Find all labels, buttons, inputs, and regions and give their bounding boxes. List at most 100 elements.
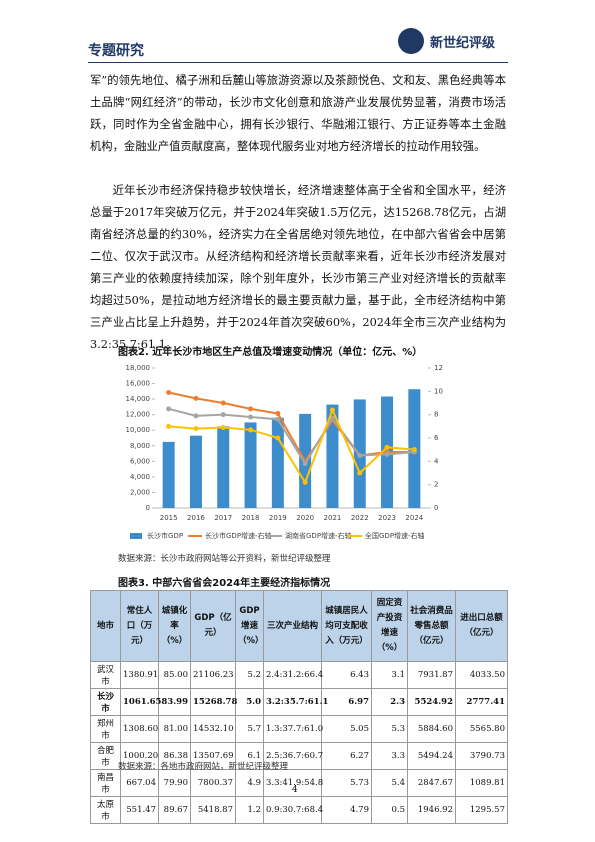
cell: 武汉市: [90, 661, 121, 689]
line: [168, 407, 415, 466]
marker: [248, 414, 254, 420]
cell: 1308.60: [120, 715, 159, 743]
cell: 85.00: [158, 661, 191, 689]
cell: 3.2:35.7:61.1: [263, 688, 328, 716]
table-title: 图表3. 中部六省省会2024年主要经济指标情况: [118, 578, 331, 589]
cell: 5.73: [321, 769, 372, 797]
cell: 14532.10: [190, 715, 236, 743]
logo: 新世纪评级: [398, 28, 495, 54]
header-cell: 固定资产投资增速（%）: [371, 590, 408, 662]
marker: [329, 415, 335, 421]
cell: 5418.87: [190, 796, 236, 824]
marker: [193, 413, 199, 419]
cell: 1295.57: [455, 796, 508, 824]
cell: 89.67: [158, 796, 191, 824]
cell: 5.4: [371, 769, 408, 797]
cell: 4.9: [235, 769, 264, 797]
y-tick-label: 8,000: [130, 442, 150, 450]
marker: [220, 400, 226, 406]
marker: [302, 461, 308, 467]
cell: 13507.69: [190, 742, 236, 770]
cell: 6.97: [321, 688, 372, 716]
x-tick-label: 2020: [296, 514, 314, 522]
header-cell: 常住人口（万元）: [120, 590, 159, 662]
bar: [217, 426, 230, 508]
chart-source: 数据来源：长沙市政府网站等公开资料，新世纪评级整理: [118, 554, 331, 564]
cell: 1.2: [235, 796, 264, 824]
paragraph: 军”的领先地位、橘子洲和岳麓山等旅游资源以及茶颜悦色、文和友、黑色经典等本土品牌…: [90, 74, 506, 153]
legend-label: 长沙市GDP: [147, 531, 183, 540]
cell: 3.1: [371, 661, 408, 689]
cell: 2847.67: [407, 769, 456, 797]
y-tick-label: 2,000: [130, 488, 150, 496]
row: 南昌市 667.04 79.90 7800.37 4.9 3.3:41.9:54.8 5.7…: [90, 769, 508, 797]
x-tick-label: 2022: [351, 514, 369, 522]
cell: 南昌市: [90, 769, 121, 797]
marker: [275, 435, 281, 441]
x-tick-label: 2017: [214, 514, 232, 522]
marker: [384, 444, 390, 450]
marker: [220, 412, 226, 418]
row: 太原市 551.47 89.67 5418.87 1.2 0.9:30.7:68.4 4.7…: [90, 796, 508, 824]
header-cell: GDP增速（%）: [235, 590, 264, 662]
cell: 1089.81: [455, 769, 508, 797]
legend-label: 湖南省GDP增速-右轴: [285, 531, 352, 540]
cell: 5884.60: [407, 715, 456, 743]
header-cell: 地市: [90, 590, 121, 662]
header-cell: 进出口总额（亿元）: [455, 590, 508, 662]
cell: 5494.24: [407, 742, 456, 770]
y-tick-label: 18,000: [126, 364, 151, 372]
row: 郑州市 1308.60 81.00 14532.10 5.7 1.3:37.7:61.0 5…: [90, 715, 508, 743]
bar: [189, 435, 202, 508]
header-cell: 社会消费品零售总额（亿元）: [407, 590, 456, 662]
y-tick-label: 16,000: [126, 380, 151, 388]
marker: [302, 479, 308, 485]
line: [168, 407, 415, 485]
row: 武汉市 1380.91 85.00 21106.23 5.2 2.4:31.2:66.4 6…: [90, 661, 508, 689]
y2-tick-label: 4: [434, 457, 439, 465]
cell: 2.4:31.2:66.4: [263, 661, 323, 689]
cell: 合肥市: [90, 742, 121, 770]
y2-tick-label: 12: [434, 364, 443, 372]
cell: 83.99: [158, 688, 191, 716]
header-cell: 城镇居民人均可支配收入（万元）: [321, 590, 372, 662]
cell: 81.00: [158, 715, 191, 743]
marker: [193, 395, 199, 401]
cell: 3.3: [371, 742, 408, 770]
legend-label: 全国GDP增速-右轴: [365, 531, 425, 540]
cell: 1380.91: [120, 661, 159, 689]
marker: [166, 390, 172, 395]
marker: [166, 406, 172, 412]
y2-tick-label: 2: [434, 481, 438, 489]
cell: 5.2: [235, 661, 264, 689]
chart: 0 2,000 4,000 6,000 8,000 10,000 12,000 14,000 1…: [126, 364, 443, 540]
cell: 1.3:37.7:61.0: [263, 715, 323, 743]
cell: 太原市: [90, 796, 121, 824]
bar: [162, 441, 175, 508]
bar: [326, 404, 339, 508]
y2-tick-label: 10: [434, 387, 443, 395]
cell: 5565.80: [455, 715, 508, 743]
header-cell: GDP（亿元）: [190, 590, 236, 662]
marker: [275, 411, 281, 416]
cell: 5.05: [321, 715, 372, 743]
x-tick-label: 2024: [405, 514, 423, 522]
logo-text: 新世纪评级: [430, 35, 496, 51]
paragraph: 近年长沙市经济保持稳步较快增长，经济增速整体高于全省和全国水平，经济总量于201…: [90, 184, 506, 351]
cell: 7931.87: [407, 661, 456, 689]
cell: 5.7: [235, 715, 264, 743]
cell: 6.43: [321, 661, 372, 689]
cell: 15268.78: [190, 688, 237, 716]
marker: [248, 406, 254, 412]
cell: 551.47: [120, 796, 159, 824]
page-number: 4: [292, 785, 298, 795]
x-tick-label: 2019: [269, 514, 287, 522]
y2-tick-label: 0: [434, 504, 438, 512]
chart-title: 图表2. 近年长沙市地区生产总值及增速变动情况（单位：亿元、%）: [118, 347, 423, 358]
cell: 0.9:30.7:68.4: [263, 796, 323, 824]
y-tick-label: 14,000: [126, 395, 151, 403]
line: [168, 391, 415, 464]
y2-tick-label: 8: [434, 411, 438, 419]
legend-label: 长沙市GDP增速-右轴: [205, 531, 272, 540]
